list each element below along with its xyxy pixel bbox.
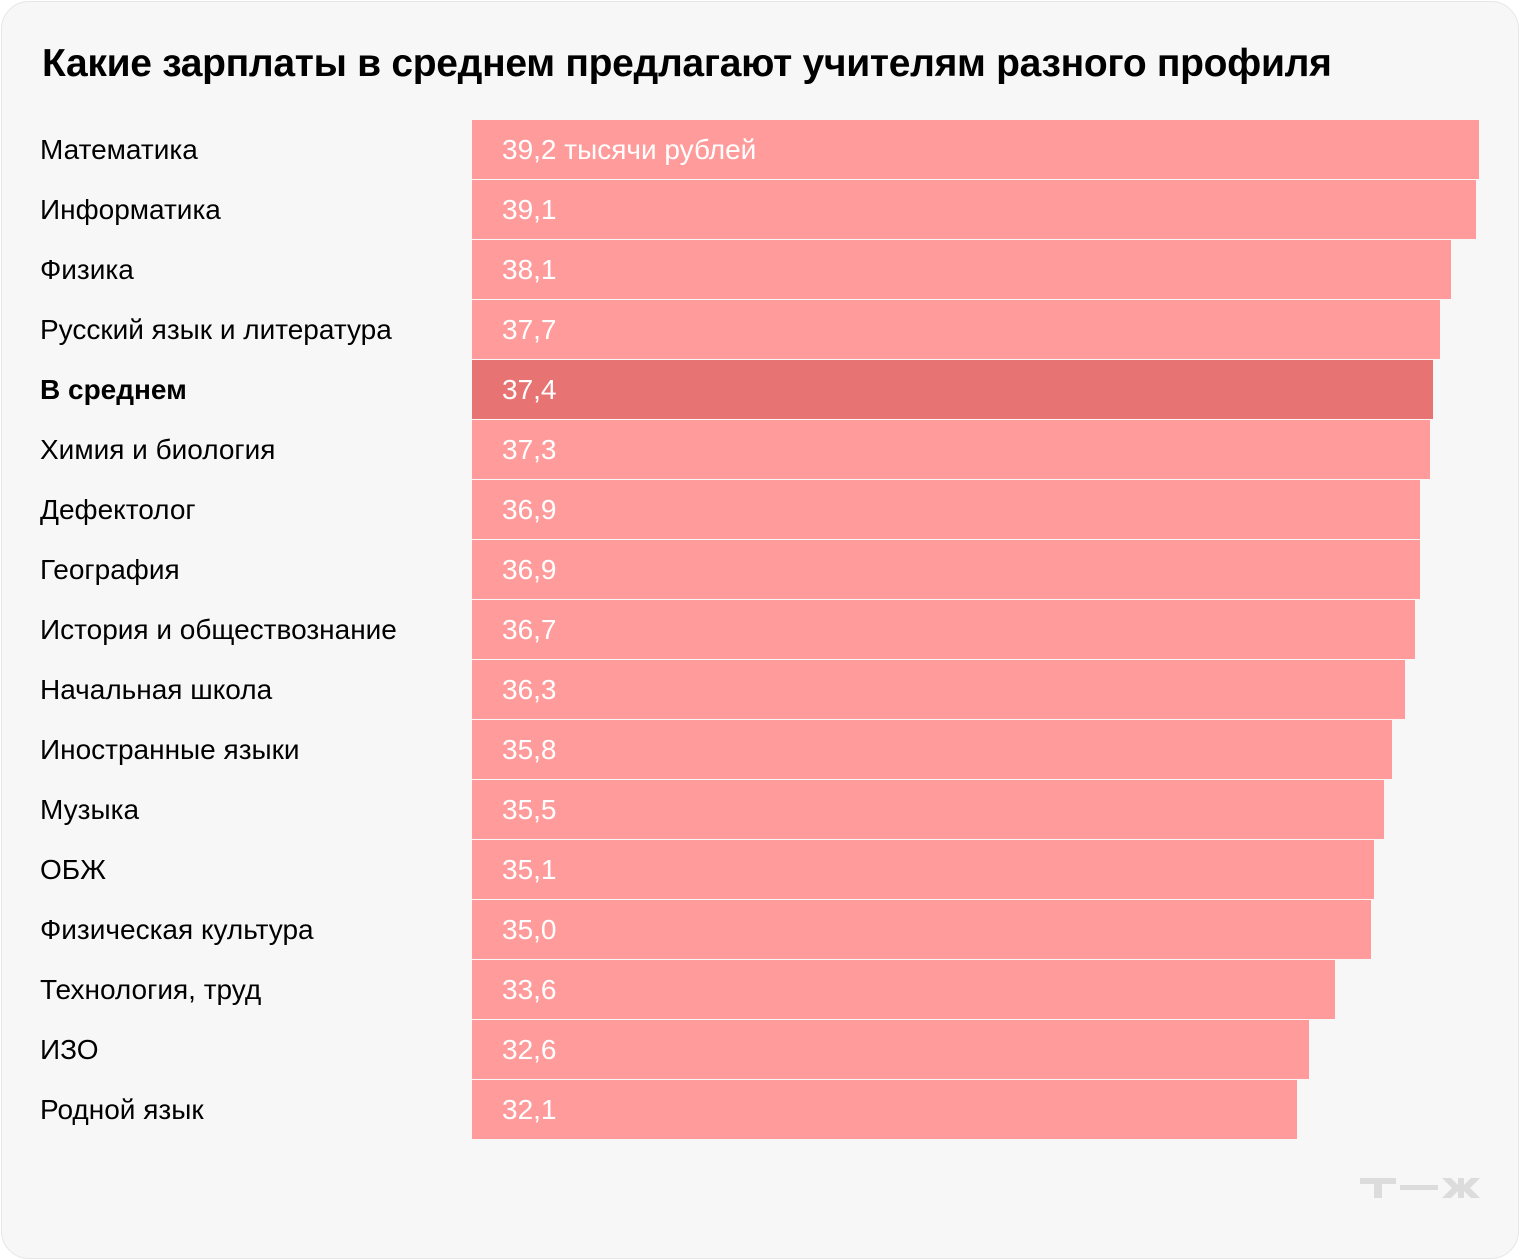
bar [472, 1080, 1297, 1139]
bar [472, 540, 1420, 599]
bar [472, 180, 1477, 239]
bar-row: Начальная школа 36,3 [0, 660, 1520, 720]
bar [472, 900, 1372, 959]
bar [472, 840, 1374, 899]
bar [472, 660, 1405, 719]
bar-row: ОБЖ 35,1 [0, 840, 1520, 900]
value-label: 37,7 [502, 314, 557, 345]
bar [472, 240, 1451, 299]
bar-row: Музыка 35,5 [0, 780, 1520, 840]
bar [472, 120, 1479, 179]
value-label: 37,3 [502, 434, 557, 465]
value-label: 36,3 [502, 674, 557, 705]
bar [472, 780, 1384, 839]
bar-row: История и обществознание 36,7 [0, 600, 1520, 660]
bar-row: Иностранные языки 35,8 [0, 720, 1520, 780]
bar [472, 600, 1415, 659]
bar [472, 480, 1420, 539]
category-label: Музыка [40, 794, 140, 825]
bar-row: Родной язык 32,1 [0, 1080, 1520, 1140]
value-label: 36,9 [502, 554, 557, 585]
value-label: 35,0 [502, 914, 557, 945]
value-label: 35,8 [502, 734, 557, 765]
bar-row: Физическая культура 35,0 [0, 900, 1520, 960]
chart-title: Какие зарплаты в среднем предлагают учит… [42, 42, 1332, 85]
category-label: Химия и биология [40, 434, 276, 465]
category-label: Русский язык и литература [40, 314, 392, 345]
category-label: Дефектолог [40, 494, 196, 525]
value-label: 32,6 [502, 1034, 557, 1065]
bar [472, 360, 1433, 419]
bar [472, 420, 1431, 479]
bar [472, 960, 1336, 1019]
bar-row: Физика 38,1 [0, 240, 1520, 300]
category-label: В среднем [40, 374, 187, 405]
category-label: Технология, труд [40, 974, 262, 1005]
value-label: 38,1 [502, 254, 557, 285]
category-label: Информатика [40, 194, 221, 225]
bar-row: В среднем 37,4 [0, 360, 1520, 420]
value-label: 35,1 [502, 854, 557, 885]
category-label: Родной язык [40, 1094, 204, 1125]
bar-row: География 36,9 [0, 540, 1520, 600]
category-label: ИЗО [40, 1034, 99, 1065]
value-label: 35,5 [502, 794, 557, 825]
bar [472, 720, 1392, 779]
value-label: 36,7 [502, 614, 557, 645]
bar-row: Технология, труд 33,6 [0, 960, 1520, 1020]
category-label: ОБЖ [40, 854, 107, 885]
category-label: Иностранные языки [40, 734, 300, 765]
bar-row: Дефектолог 36,9 [0, 480, 1520, 540]
value-label: 37,4 [502, 374, 557, 405]
bar-row: Химия и биология 37,3 [0, 420, 1520, 480]
bar-row: Математика 39,2 тысячи рублей [0, 120, 1520, 180]
category-label: Начальная школа [40, 674, 273, 705]
tzh-logo [1360, 1178, 1480, 1198]
bar-row: Информатика 39,1 [0, 180, 1520, 240]
value-label: 39,2 тысячи рублей [502, 134, 757, 165]
value-label: 33,6 [502, 974, 557, 1005]
category-label: Физическая культура [40, 914, 314, 945]
category-label: Физика [40, 254, 134, 285]
bar [472, 300, 1441, 359]
bar-row: Русский язык и литература 37,7 [0, 300, 1520, 360]
category-label: История и обществознание [40, 614, 397, 645]
value-label: 32,1 [502, 1094, 557, 1125]
category-label: Математика [40, 134, 198, 165]
bar [472, 1020, 1310, 1079]
category-label: География [40, 554, 180, 585]
value-label: 36,9 [502, 494, 557, 525]
bar-row: ИЗО 32,6 [0, 1020, 1520, 1080]
value-label: 39,1 [502, 194, 557, 225]
